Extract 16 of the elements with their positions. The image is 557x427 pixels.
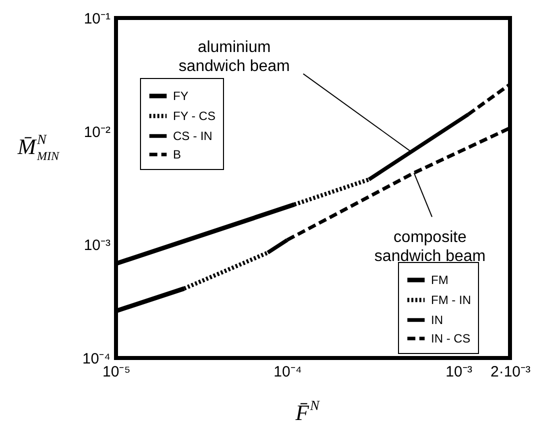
y-tick-label: 10⁻¹ xyxy=(84,10,110,28)
legend-label: FM xyxy=(431,273,448,287)
x-tick-label: 2·10⁻³ xyxy=(490,364,531,380)
legend-label: B xyxy=(173,148,182,162)
legend-label: FM - IN xyxy=(431,293,471,307)
legend-label: FY xyxy=(173,89,188,103)
annotation: composite sandwich beam xyxy=(374,228,486,265)
x-tick-label: 10⁻³ xyxy=(446,364,472,380)
legend-label: FY - CS xyxy=(173,109,216,123)
x-tick-label: 10⁻⁴ xyxy=(274,364,302,380)
legend-label: CS - IN xyxy=(173,129,212,143)
y-tick-label: 10⁻³ xyxy=(84,237,110,254)
y-tick-label: 10⁻² xyxy=(84,124,110,141)
legend-label: IN - CS xyxy=(431,332,470,346)
annotation: aluminium sandwich beam xyxy=(178,38,290,75)
legend-label: IN xyxy=(431,313,443,327)
